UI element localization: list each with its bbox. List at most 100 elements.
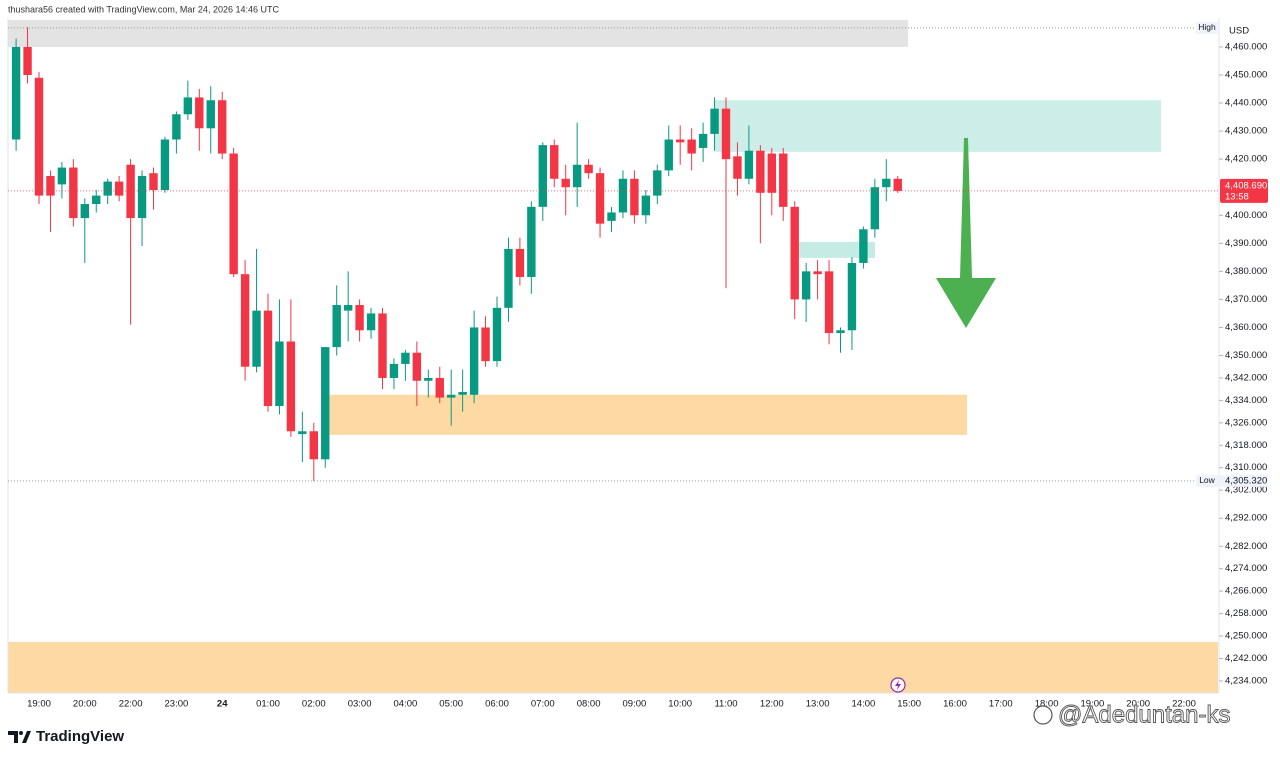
x-tick-label: 06:00 [485,699,509,710]
x-tick-label: 16:00 [943,699,967,710]
candle-body [447,394,456,398]
y-tick-label: 4,326.000 [1225,417,1267,428]
candle-body [103,181,112,196]
candle-body [733,156,742,179]
y-tick-label: 4,450.000 [1225,70,1267,81]
candle-body [57,167,67,185]
x-tick-label: 23:00 [165,699,189,710]
x-tick-label: 08:00 [577,699,601,710]
candle-body [847,262,857,331]
candle-body [813,271,822,275]
x-tick-label: 12:00 [760,699,784,710]
countdown: 13:58 [1225,191,1249,202]
candle-body [698,133,708,148]
candle-body [630,178,639,216]
candle-body [366,313,376,331]
candle-body [332,305,341,348]
candle-body [859,229,868,263]
candle-body [790,206,799,300]
candle-body [515,248,525,277]
candle-body [469,327,479,395]
y-tick-label: 4,380.000 [1225,266,1267,277]
x-tick-label: 24 [217,699,228,710]
watermark-icon [1033,705,1053,725]
candle-body [882,178,891,188]
candle-body [11,46,21,140]
candle-body [321,347,330,460]
candle-body [641,195,651,216]
candle-body [389,363,399,378]
y-tick-label: 4,266.000 [1225,586,1267,597]
x-tick-label: 13:00 [806,699,830,710]
x-tick-label: 22:00 [1172,699,1196,710]
zone [795,241,875,258]
y-tick-label: 4,460.000 [1225,41,1267,52]
candle-body [767,153,776,193]
y-tick-label: 4,420.000 [1225,154,1267,165]
candle-body [69,167,78,219]
x-tick-label: 04:00 [394,699,418,710]
y-tick-label: 4,440.000 [1225,98,1267,109]
last-price-box [1220,178,1268,203]
y-tick-label: 4,234.000 [1225,675,1267,686]
y-tick-label: 4,390.000 [1225,238,1267,249]
candle-body [710,108,719,134]
x-tick-label: 09:00 [623,699,647,710]
candle-body [561,178,570,188]
candle-body [893,178,902,191]
candle-body [779,153,788,207]
candle-body [275,341,284,407]
x-tick-label: 19:00 [27,699,51,710]
zone [325,394,967,435]
y-tick-label: 4,250.000 [1225,631,1267,642]
candle-body [676,139,685,143]
x-tick-label: 11:00 [714,699,737,710]
y-tick-label: 4,360.000 [1225,322,1267,333]
candle-body [172,114,181,140]
x-tick-label: 02:00 [302,699,326,710]
x-tick-label: 01:00 [256,699,280,710]
x-tick-label: 19:00 [1081,699,1105,710]
candle-body [149,173,158,191]
candle-body [378,313,387,378]
candle-body [298,431,307,435]
candle-body [80,204,89,219]
zone [8,20,908,47]
candle-body [801,271,811,300]
y-tick-label: 4,342.000 [1225,372,1267,383]
candle-body [458,391,467,395]
last-price: 4,408.690 [1225,180,1267,191]
candle-body [23,46,32,75]
event-bolt [895,680,901,690]
y-tick-label: 4,274.000 [1225,563,1267,574]
candle-body [756,150,765,193]
candle-body [572,164,582,188]
candle-body [401,352,410,364]
low-tag-box [1196,474,1218,487]
watermark: @Adeduntan-ks [1058,701,1230,728]
currency: USD [1229,26,1249,37]
candle-body [607,212,616,221]
candle-body [836,330,845,334]
x-tick-label: 15:00 [897,699,921,710]
candle-body [92,195,101,205]
y-tick-label: 4,334.000 [1225,395,1267,406]
y-tick-label: 4,318.000 [1225,440,1267,451]
y-tick-label: 4,310.000 [1225,462,1267,473]
candle-body [481,327,490,362]
x-tick-label: 22:00 [119,699,143,710]
y-tick-label: 4,370.000 [1225,294,1267,305]
candle-body [584,164,593,174]
brand-dot [19,731,23,735]
x-tick-label: 18:00 [1035,699,1059,710]
x-tick-label: 07:00 [531,699,555,710]
candle-body [595,173,605,224]
y-tick-label: 4,258.000 [1225,608,1267,619]
low-price-box [1220,474,1268,487]
candle-body [126,164,135,219]
high-tag-box [1196,21,1218,34]
down-arrow [936,138,996,328]
candle-body [114,181,124,196]
low-price: 4,305.320 [1225,475,1267,486]
candle-body [355,305,364,331]
